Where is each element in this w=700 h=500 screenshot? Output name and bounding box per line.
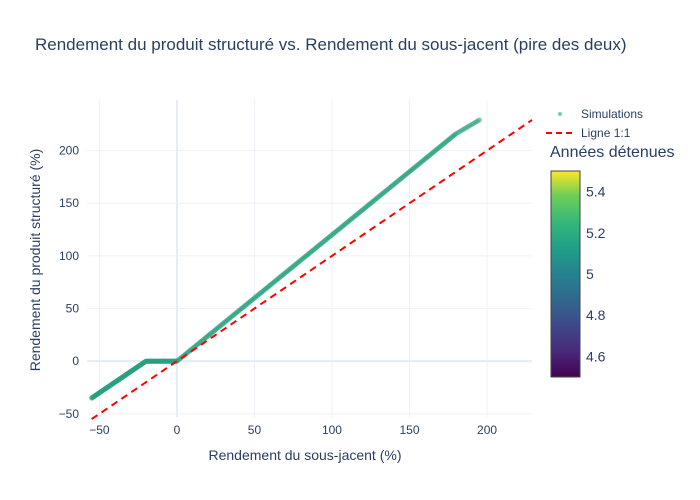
colorbar-title: Années détenues [550,144,675,161]
plot-area [89,117,533,420]
colorbar-gradient [550,170,581,378]
colorbar-tick-label: 4.6 [586,348,606,364]
x-tick-label: 100 [322,423,342,437]
colorbar-tick-label: 4.8 [586,307,606,323]
y-axis-title: Rendement du produit structuré (%) [27,149,43,372]
grid [87,100,532,417]
colorbar-tick-label: 5.4 [586,184,606,200]
x-tick-label: 200 [477,423,497,437]
y-tick-label: 150 [59,196,79,210]
y-tick-label: −50 [59,407,80,421]
y-tick-label: 50 [66,302,80,316]
legend[interactable]: Simulations Ligne 1:1 [546,107,643,140]
y-tick-label: 0 [72,354,79,368]
chart-title: Rendement du produit structuré vs. Rende… [35,35,627,54]
x-tick-label: 150 [399,423,419,437]
colorbar: Années détenues 4.6 4.8 5 5.2 5.4 [550,144,675,378]
colorbar-tick-label: 5.2 [586,225,606,241]
y-tick-label: 200 [59,144,79,158]
legend-item-ligne[interactable]: Ligne 1:1 [546,126,631,140]
legend-marker-icon [558,112,562,116]
colorbar-ticks: 4.6 4.8 5 5.2 5.4 [586,184,606,365]
x-tick-label: 0 [174,423,181,437]
legend-label-ligne: Ligne 1:1 [581,126,631,140]
x-tick-label: 50 [248,423,262,437]
legend-item-simulations[interactable]: Simulations [558,107,643,121]
simulation-point [476,117,482,123]
x-tick-label: −50 [89,423,110,437]
reference-line-1to1 [91,119,533,420]
colorbar-tick-label: 5 [586,266,594,282]
legend-label-simulations: Simulations [581,107,643,121]
x-axis-title: Rendement du sous-jacent (%) [209,447,402,463]
y-tick-label: 100 [59,249,79,263]
axis-ticks: −50 0 50 100 150 200 −50 0 50 100 150 200 [59,144,498,437]
